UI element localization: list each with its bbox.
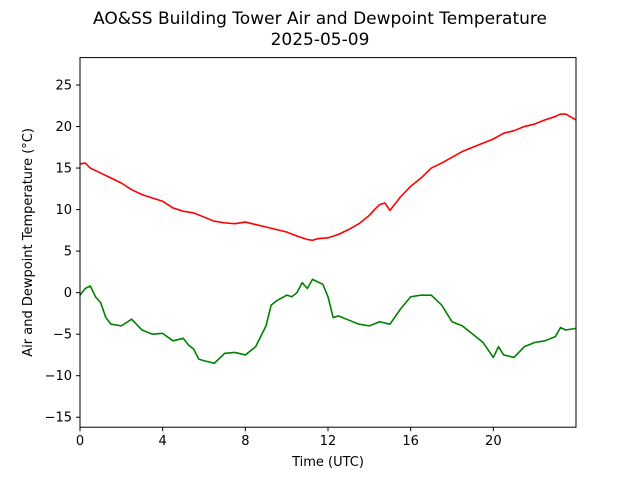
series-line-0: [79, 113, 577, 242]
x-tick-label: 4: [159, 434, 167, 449]
y-tick-label: 5: [64, 245, 72, 260]
x-tick-label: 20: [485, 434, 502, 449]
plot-area: [79, 57, 577, 428]
y-tick-label: −15: [45, 411, 72, 426]
x-tick-label: 8: [241, 434, 249, 449]
x-axis-ticks: 0 4 8 12 16 20: [76, 427, 502, 449]
chart-subtitle: 2025-05-09: [271, 30, 370, 50]
plot-background: [80, 57, 576, 428]
x-tick-label: 12: [320, 434, 337, 449]
y-tick-label: −10: [45, 369, 72, 384]
y-tick-label: 0: [64, 286, 72, 301]
y-tick-label: 25: [55, 79, 72, 94]
y-tick-label: 15: [55, 162, 72, 177]
y-tick-label: 10: [55, 203, 72, 218]
series-line-1: [79, 278, 577, 365]
y-tick-label: −5: [53, 328, 72, 343]
x-tick-label: 16: [402, 434, 419, 449]
series-layer: [79, 113, 577, 365]
x-tick-label: 0: [76, 434, 84, 449]
y-axis-label: Air and Dewpoint Temperature (°C): [21, 128, 36, 357]
x-axis-label: Time (UTC): [291, 455, 364, 470]
y-axis-ticks: −15 −10 −5 0 5 10 15 20 25: [45, 79, 80, 426]
chart-title: AO&SS Building Tower Air and Dewpoint Te…: [93, 9, 547, 29]
y-tick-label: 20: [55, 120, 72, 135]
